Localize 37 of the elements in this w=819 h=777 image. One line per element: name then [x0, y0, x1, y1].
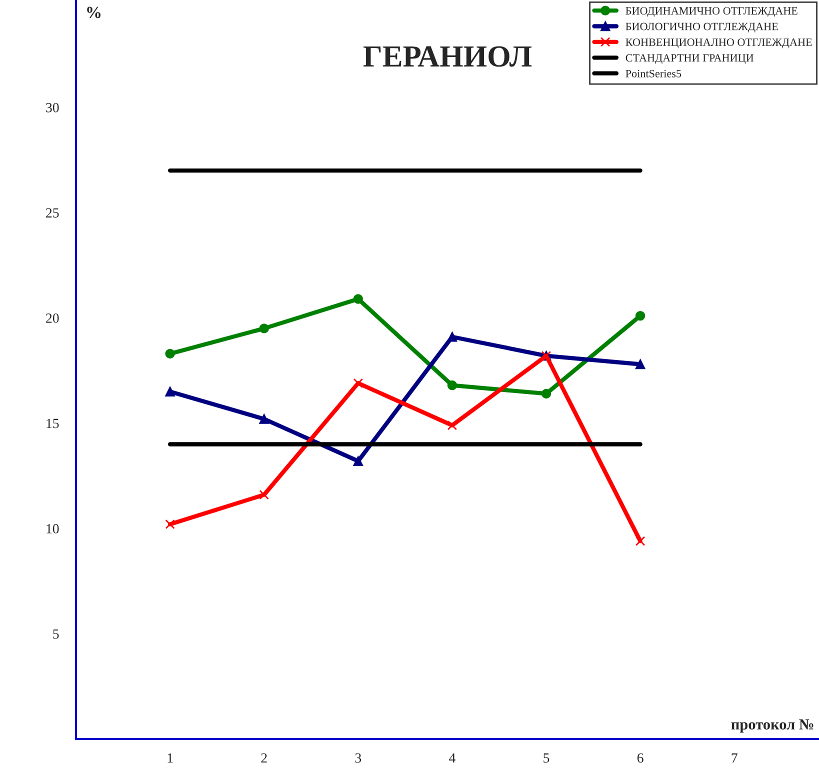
x-tick-label: 4 [449, 753, 456, 763]
x-tick-label: 6 [637, 753, 644, 763]
point [259, 414, 269, 424]
point [259, 324, 269, 334]
point [635, 359, 646, 370]
point [635, 536, 646, 546]
y-tick-label: 15 [46, 418, 59, 428]
point [635, 310, 646, 321]
y-tick-label: 5 [53, 629, 59, 639]
point [353, 294, 364, 304]
text: ГЕРАНИОЛ [363, 46, 532, 67]
x-tick-label: 7 [732, 753, 738, 763]
legend-label: БИОЛОГИЧНО ОТГЛЕЖДАНЕ [626, 22, 778, 33]
y-axis-title: % [87, 6, 101, 18]
x-tick-label: 5 [544, 753, 550, 763]
y-tick-label: 20 [46, 314, 59, 323]
x-tick-label: 1 [168, 753, 173, 763]
x-tick-label: 3 [355, 753, 362, 763]
point [447, 420, 458, 430]
y-tick-label: 25 [46, 208, 59, 218]
legend-label: БИОДИНАМИЧНО ОТГЛЕЖДАНЕ [626, 7, 798, 17]
y-tick-label: 30 [46, 102, 59, 112]
point [165, 348, 175, 359]
legend-label: КОНВЕНЦИОНАЛНО ОТГЛЕЖДАНЕ [626, 38, 812, 48]
legend-label: PointSeries5 [626, 70, 682, 78]
point [165, 519, 175, 530]
point [353, 456, 364, 466]
x-axis-title: протокол № [731, 719, 814, 733]
point [447, 332, 458, 342]
x-tick-label: 2 [261, 753, 267, 763]
point [353, 378, 364, 388]
legend-label: СТАНДАРТНИ ГРАНИЦИ [626, 54, 754, 64]
point [165, 386, 175, 396]
point [259, 490, 269, 500]
point [541, 388, 552, 399]
y-tick-label: 10 [46, 524, 59, 534]
point [447, 380, 458, 390]
